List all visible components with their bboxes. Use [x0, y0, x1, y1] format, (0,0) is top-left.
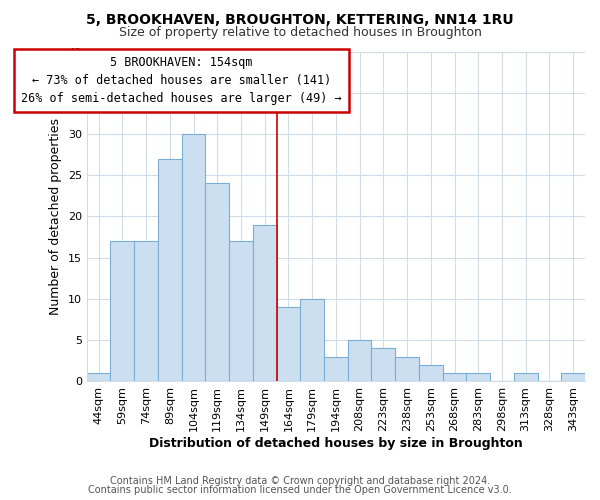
Bar [395, 356, 419, 382]
Bar [87, 373, 110, 382]
Bar [514, 373, 538, 382]
Bar [324, 356, 348, 382]
Text: 5 BROOKHAVEN: 154sqm
← 73% of detached houses are smaller (141)
26% of semi-deta: 5 BROOKHAVEN: 154sqm ← 73% of detached h… [22, 56, 342, 104]
Bar [561, 373, 585, 382]
Bar [300, 299, 324, 382]
X-axis label: Distribution of detached houses by size in Broughton: Distribution of detached houses by size … [149, 437, 523, 450]
Bar [348, 340, 371, 382]
Bar [229, 241, 253, 382]
Text: Contains HM Land Registry data © Crown copyright and database right 2024.: Contains HM Land Registry data © Crown c… [110, 476, 490, 486]
Bar [371, 348, 395, 382]
Bar [158, 158, 182, 382]
Text: 5, BROOKHAVEN, BROUGHTON, KETTERING, NN14 1RU: 5, BROOKHAVEN, BROUGHTON, KETTERING, NN1… [86, 12, 514, 26]
Bar [134, 241, 158, 382]
Bar [110, 241, 134, 382]
Bar [205, 184, 229, 382]
Text: Contains public sector information licensed under the Open Government Licence v3: Contains public sector information licen… [88, 485, 512, 495]
Bar [419, 365, 443, 382]
Bar [443, 373, 466, 382]
Bar [466, 373, 490, 382]
Text: Size of property relative to detached houses in Broughton: Size of property relative to detached ho… [119, 26, 481, 39]
Bar [182, 134, 205, 382]
Bar [277, 307, 300, 382]
Bar [253, 224, 277, 382]
Y-axis label: Number of detached properties: Number of detached properties [49, 118, 62, 315]
